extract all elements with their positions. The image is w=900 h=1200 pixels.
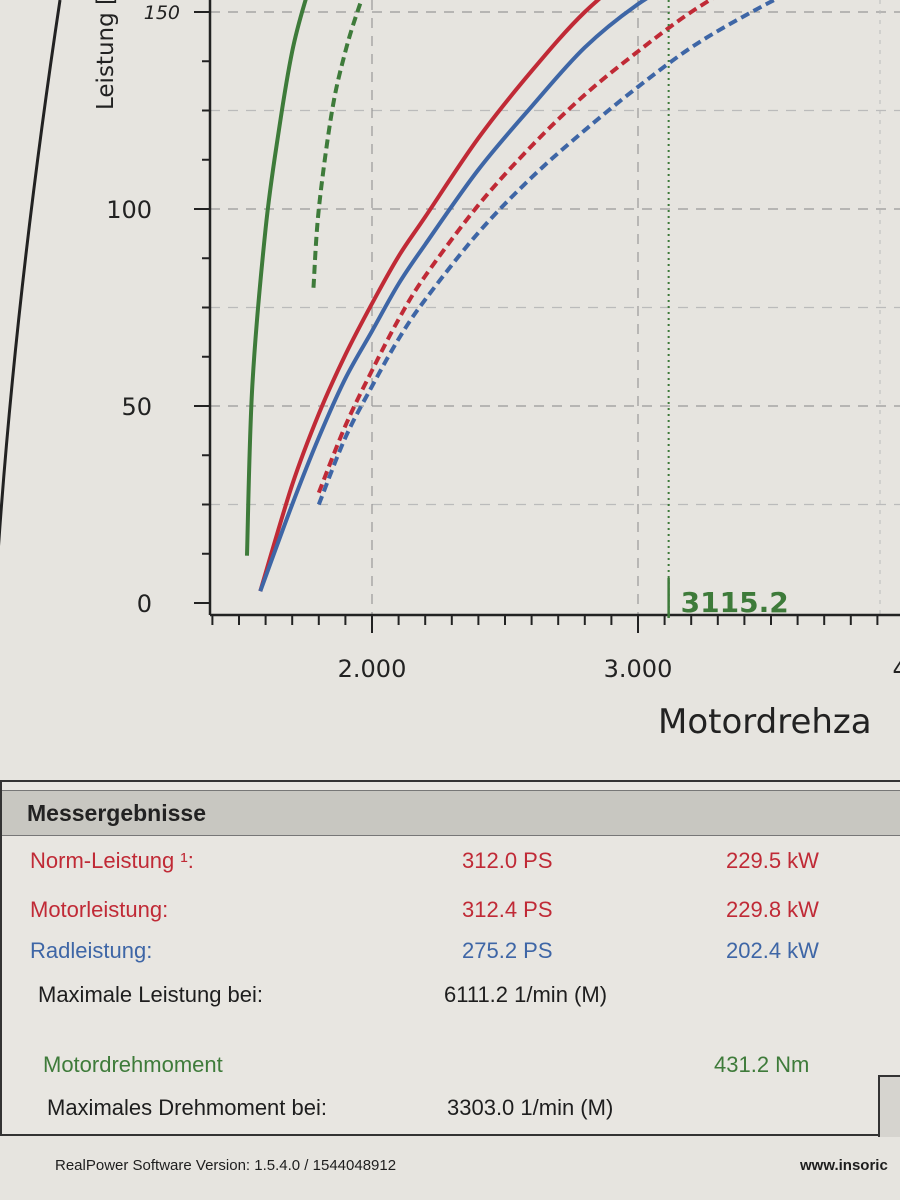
norm-power-ps: 312.0 PS: [462, 848, 553, 873]
x-tick-label: 3.000: [604, 655, 673, 683]
series-line-5: [311, 0, 364, 288]
result-row-wheel-power: Radleistung: 275.2 PS 202.4 kW: [0, 938, 900, 974]
series-line-4: [244, 0, 308, 556]
engine-power-kw: 229.8 kW: [726, 897, 819, 922]
max-power-label: Maximale Leistung bei:: [38, 982, 264, 1007]
y-tick-label: 100: [106, 196, 152, 224]
max-torque-label: Maximales Drehmoment bei:: [47, 1095, 327, 1120]
result-row-torque: Motordrehmoment 431.2 Nm: [0, 1052, 900, 1088]
results-header: Messergebnisse: [2, 790, 900, 836]
x-tick-label: 2.000: [338, 655, 407, 683]
results-title: Messergebnisse: [27, 800, 206, 826]
series-line-1: [258, 0, 648, 592]
marker-label: 3115.2: [681, 586, 789, 619]
result-row-max-torque-rpm: Maximales Drehmoment bei: 3303.0 1/min (…: [0, 1095, 900, 1131]
x-tick-label: 4.: [893, 655, 900, 683]
max-power-rpm: 6111.2 1/min (M): [444, 982, 608, 1007]
y-tick-label: 0: [137, 590, 152, 618]
wheel-power-kw: 202.4 kW: [726, 938, 819, 963]
torque-label: Motordrehmoment: [43, 1052, 223, 1077]
y-axis-title: Leistung [: [93, 0, 119, 110]
y-tick-label: 50: [121, 393, 152, 421]
result-row-max-power-rpm: Maximale Leistung bei: 6111.2 1/min (M): [0, 982, 900, 1018]
result-row-engine-power: Motorleistung: 312.4 PS 229.8 kW: [0, 897, 900, 933]
series-line-0: [258, 0, 602, 592]
chart-left-border: [0, 0, 62, 547]
norm-power-label: Norm-Leistung ¹:: [30, 848, 194, 873]
software-version: RealPower Software Version: 1.5.4.0 / 15…: [55, 1157, 397, 1174]
series-layer: [244, 0, 779, 592]
series-line-2: [316, 0, 714, 494]
y-tick-label: 150: [144, 2, 180, 24]
norm-power-kw: 229.5 kW: [726, 848, 819, 873]
max-torque-rpm: 3303.0 1/min (M): [447, 1095, 614, 1120]
x-axis-title: Motordrehza: [658, 702, 872, 742]
wheel-power-label: Radleistung:: [30, 938, 153, 963]
wheel-power-ps: 275.2 PS: [462, 938, 553, 963]
footer-url[interactable]: www.insoric: [800, 1157, 888, 1174]
side-box: [878, 1075, 900, 1137]
series-line-3: [316, 0, 779, 506]
engine-power-label: Motorleistung:: [30, 897, 169, 922]
results-panel: Messergebnisse: [0, 780, 900, 1136]
engine-power-ps: 312.4 PS: [462, 897, 553, 922]
marker-layer: 3115.2: [667, 0, 789, 619]
axis-ticks: 150 100 50 0 2.000 3.000 4.: [106, 2, 900, 683]
result-row-norm-power: Norm-Leistung ¹: 312.0 PS 229.5 kW: [0, 848, 900, 884]
chart-grid: [210, 0, 900, 615]
torque-value: 431.2 Nm: [714, 1052, 810, 1077]
